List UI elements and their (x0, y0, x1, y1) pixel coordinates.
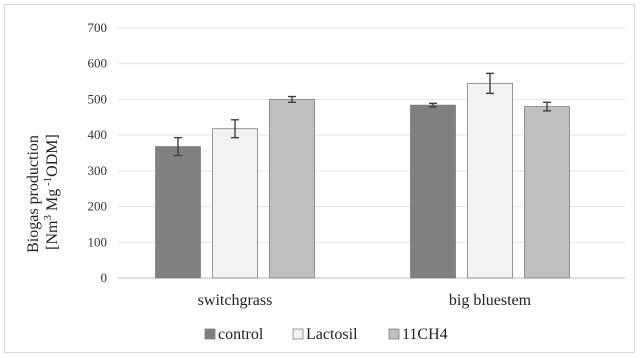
y-tick-label: 100 (88, 234, 108, 249)
y-tick-label: 0 (101, 270, 108, 285)
y-axis-label: Biogas production [Nm3 Mg -1ODM] (25, 131, 61, 253)
x-category-label: switchgrass (198, 292, 273, 309)
legend-swatch-control (204, 328, 216, 340)
bar-Lactosil-switchgrass (212, 128, 258, 279)
bar-Lactosil-big-bluestem (467, 82, 513, 279)
legend-swatch-Lactosil (292, 328, 304, 340)
bar-11CH4-big-bluestem (524, 106, 570, 279)
x-axis-categories: switchgrass big bluestem (198, 292, 532, 309)
y-tick-label: 300 (88, 163, 108, 178)
x-category-label: big bluestem (449, 292, 532, 309)
y-axis-ticks: 0 100 200 300 400 500 600 700 (88, 20, 108, 285)
legend-swatch-11CH4 (388, 328, 400, 340)
y-tick-label: 400 (88, 127, 108, 142)
bar-control-switchgrass (155, 146, 201, 279)
legend-label-11CH4: 11CH4 (402, 326, 448, 343)
bars (155, 72, 570, 279)
y-tick-label: 700 (88, 20, 108, 35)
y-tick-label: 500 (88, 91, 108, 106)
legend: control Lactosil 11CH4 (204, 326, 448, 343)
y-tick-label: 200 (88, 199, 108, 214)
legend-label-Lactosil: Lactosil (306, 326, 358, 343)
y-tick-label: 600 (88, 56, 108, 71)
bar-11CH4-switchgrass (269, 99, 315, 279)
legend-label-control: control (218, 326, 264, 343)
bar-control-big-bluestem (410, 104, 456, 279)
